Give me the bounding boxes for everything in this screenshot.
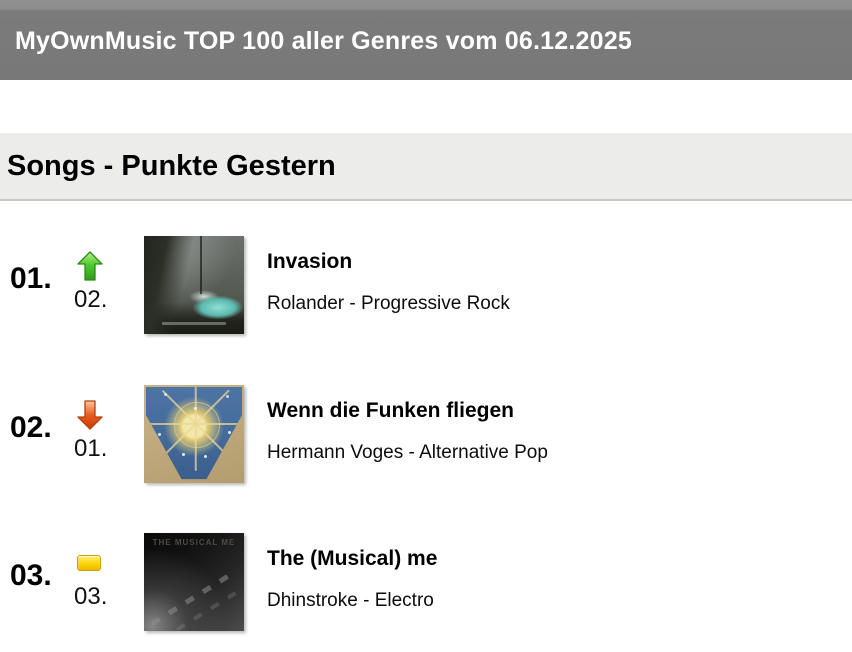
current-rank: 01. — [10, 262, 52, 295]
current-rank: 03. — [10, 559, 52, 592]
previous-rank: 02. — [74, 286, 108, 313]
current-rank: 02. — [10, 411, 52, 444]
song-info: Invasion Rolander - Progressive Rock — [267, 248, 510, 316]
previous-rank: 03. — [74, 583, 108, 610]
song-row: 03. 03. THE MUSICAL ME The (Musical) me … — [0, 533, 852, 637]
artist-genre-link[interactable]: Dhinstroke - Electro — [267, 590, 434, 611]
previous-rank: 01. — [74, 435, 108, 462]
cover-art-detail — [174, 402, 220, 448]
song-info: The (Musical) me Dhinstroke - Electro — [267, 545, 437, 613]
song-info: Wenn die Funken fliegen Hermann Voges - … — [267, 397, 548, 465]
down-arrow-icon — [77, 400, 103, 430]
album-cover[interactable] — [144, 385, 244, 483]
cover-art-detail — [144, 585, 244, 631]
artist-genre-link[interactable]: Rolander - Progressive Rock — [267, 293, 510, 314]
song-row: 01. 02. Invasion Rolander - Progressive … — [0, 236, 852, 340]
page-header: MyOwnMusic TOP 100 aller Genres vom 06.1… — [0, 0, 852, 80]
section-title: Songs - Punkte Gestern — [7, 149, 336, 182]
up-arrow-icon — [77, 251, 103, 281]
cover-title-text: THE MUSICAL ME — [152, 538, 236, 547]
cover-art-detail — [162, 322, 226, 325]
album-cover[interactable] — [144, 236, 244, 334]
cover-art-detail — [200, 236, 202, 294]
song-row: 02. 01. — [0, 385, 852, 489]
album-cover[interactable]: THE MUSICAL ME — [144, 533, 244, 631]
song-title-link[interactable]: Invasion — [267, 250, 353, 273]
song-title-link[interactable]: Wenn die Funken fliegen — [267, 399, 514, 422]
page-title: MyOwnMusic TOP 100 aller Genres vom 06.1… — [15, 26, 632, 55]
song-title-link[interactable]: The (Musical) me — [267, 547, 438, 570]
artist-genre-link[interactable]: Hermann Voges - Alternative Pop — [267, 442, 548, 463]
cover-art-detail — [146, 387, 242, 480]
section-header: Songs - Punkte Gestern — [0, 133, 852, 201]
cover-art-detail — [194, 407, 197, 410]
no-change-icon — [77, 555, 103, 571]
